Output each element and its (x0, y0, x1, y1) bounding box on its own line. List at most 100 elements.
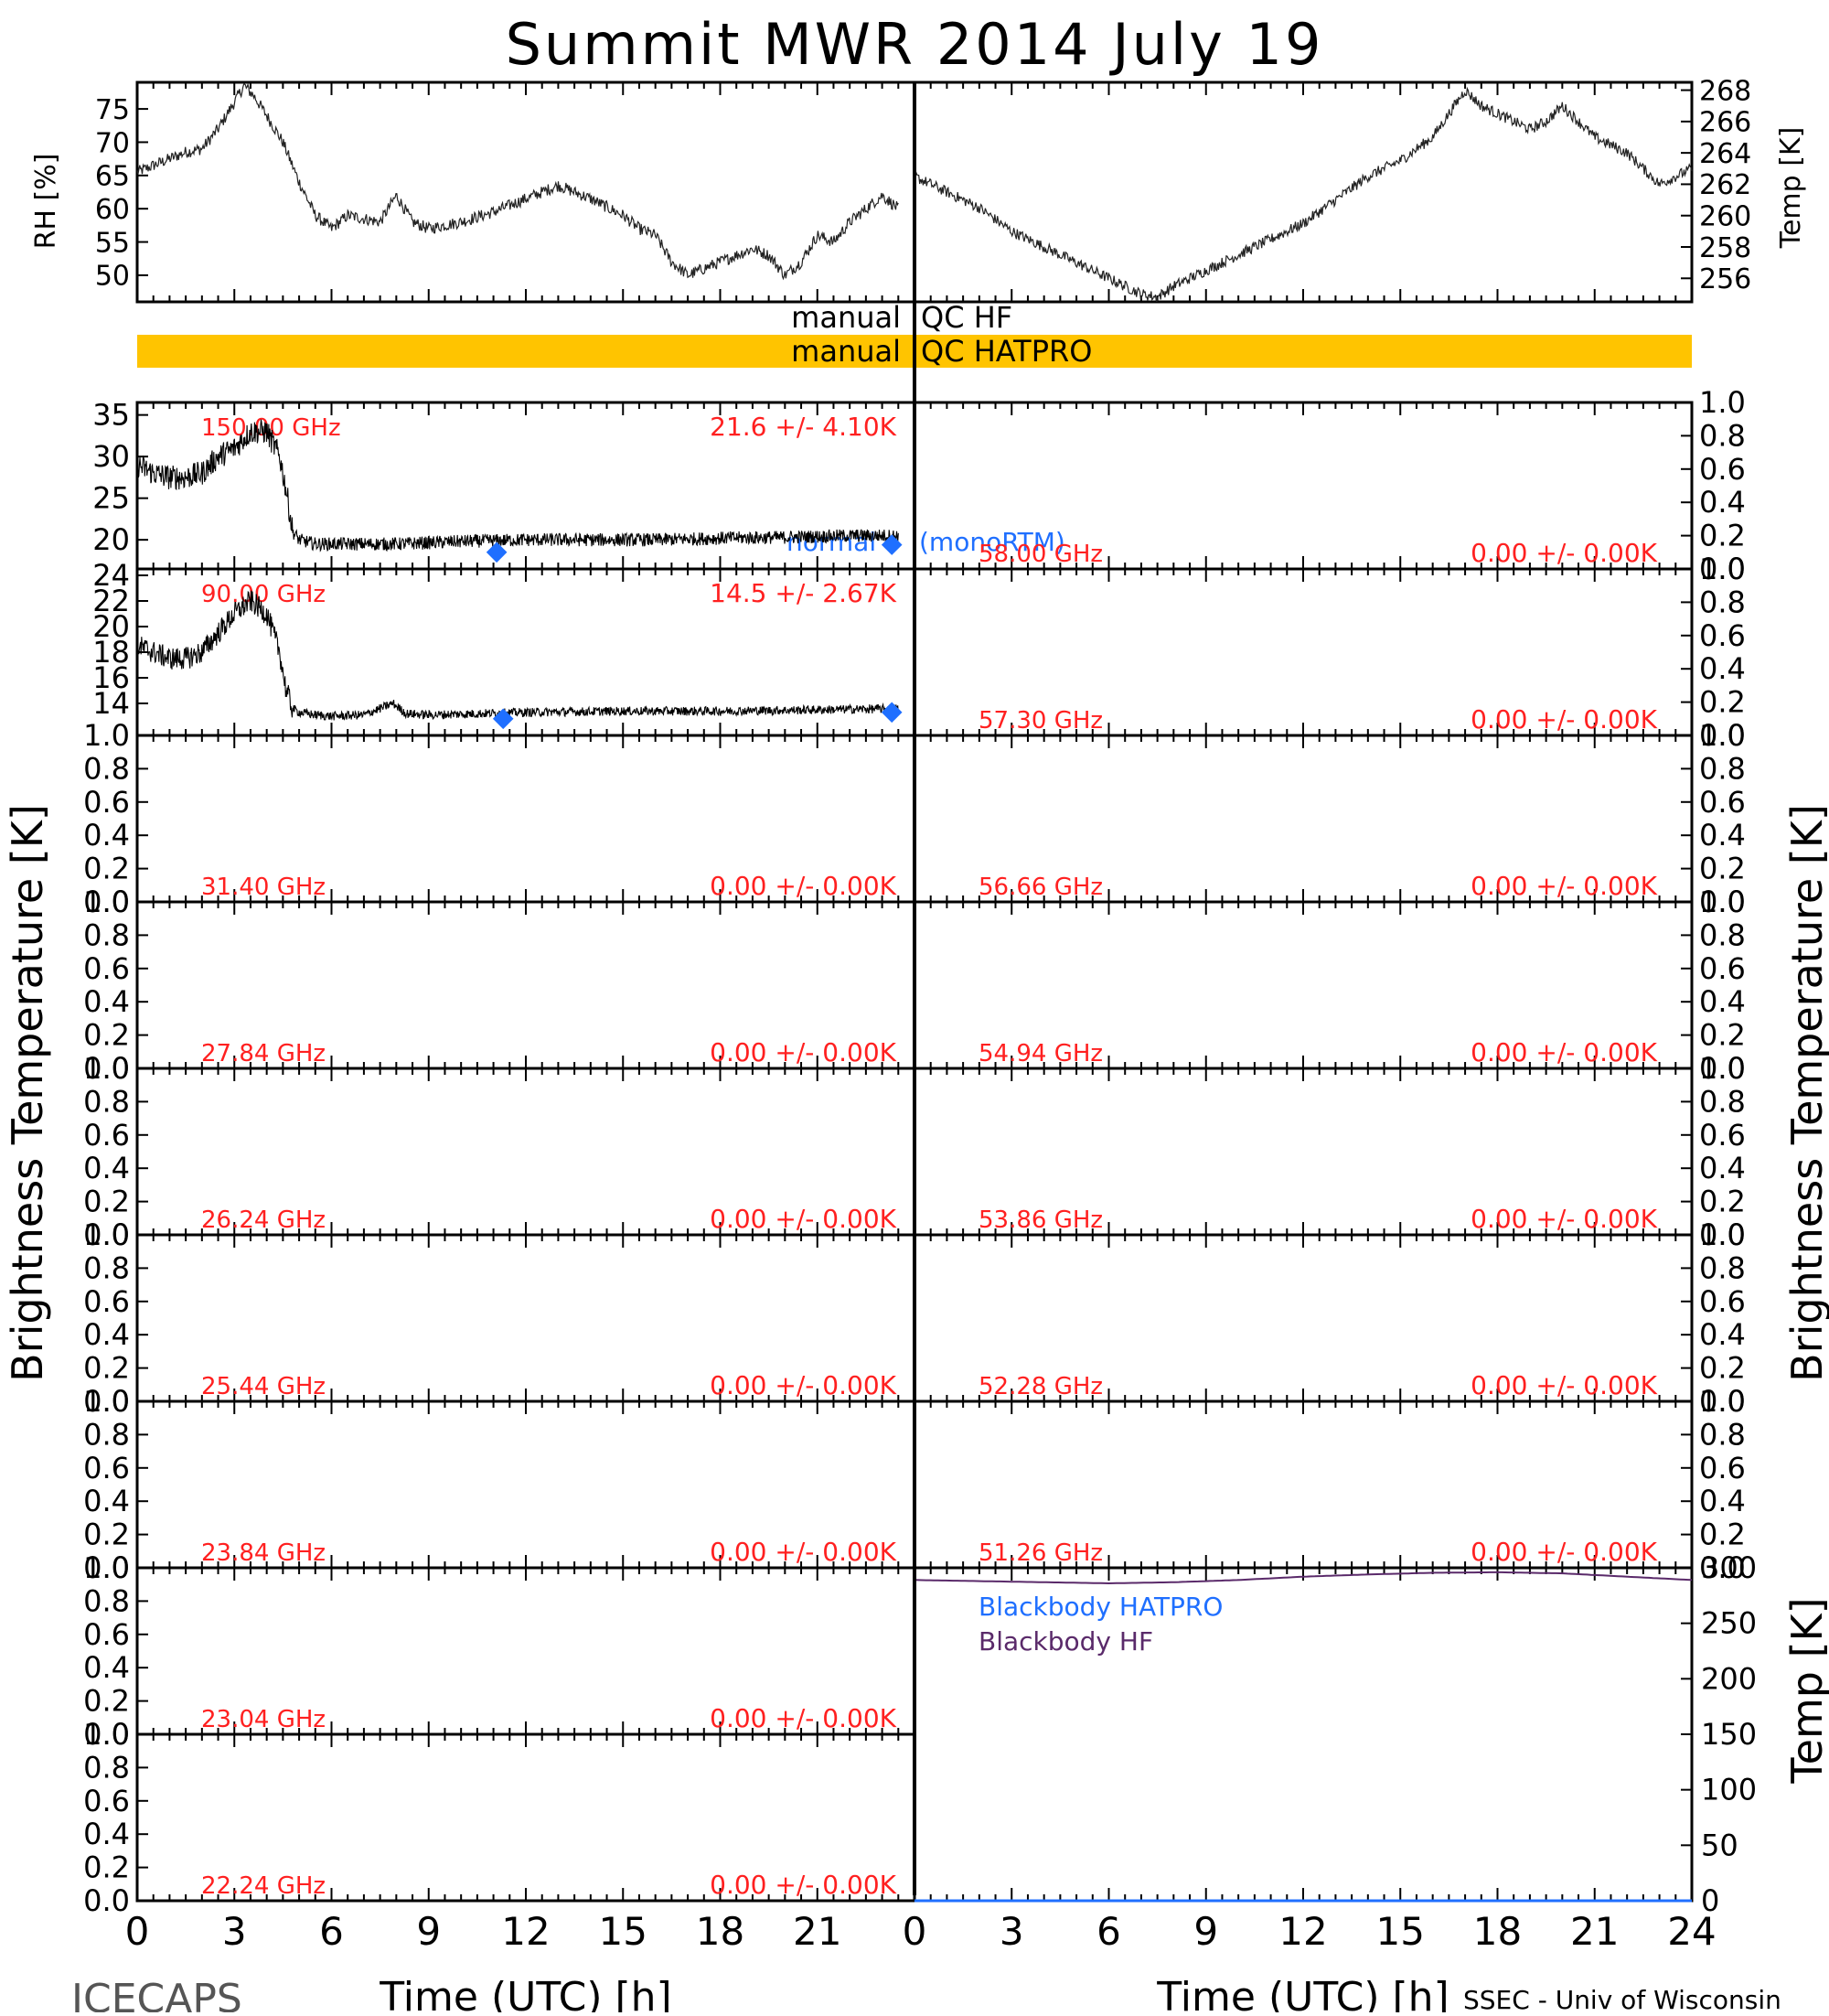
temp-line (914, 86, 1693, 303)
x-tick-label: 21 (1570, 1909, 1619, 1954)
channel-stats: 14.5 +/- 2.67K (710, 578, 896, 608)
footer-ssec: SSEC - Univ of Wisconsin (1463, 1985, 1781, 2012)
y-tick-label: 0.2 (83, 1185, 130, 1219)
monortm-point (486, 542, 508, 563)
x-tick-label: 6 (319, 1909, 344, 1954)
y-tick-label: 0.2 (83, 852, 130, 886)
y-tick-label: 1.0 (83, 1550, 130, 1585)
x-tick-label: 9 (1193, 1909, 1218, 1954)
y-tick-label: 0.0 (83, 1883, 130, 1918)
y-tick-label: 0.0 (1699, 885, 1746, 919)
y-tick-label: 35 (92, 398, 130, 433)
y-tick-label: 0.0 (83, 1051, 130, 1086)
y-tick-label: 0.2 (83, 1018, 130, 1053)
y-tick-label: 14 (92, 686, 130, 721)
y-tick-label: 0.4 (1699, 818, 1746, 853)
x-tick-label: 24 (1667, 1909, 1716, 1954)
y-tick-label: 0.0 (1699, 552, 1746, 586)
y-tick-label: 24 (92, 558, 130, 593)
x-tick-label: 15 (1376, 1909, 1425, 1954)
channel-label: 23.84 GHz (201, 1539, 326, 1567)
y-tick-label: 16 (92, 660, 130, 695)
temp-top-axis-label: Temp [K] (1775, 127, 1807, 250)
y-tick-label: 0.6 (83, 951, 130, 986)
y-tick-label: 0.6 (1699, 1284, 1746, 1319)
y-tick-label: 0.4 (1699, 651, 1746, 686)
y-tick-label: 0.4 (1699, 1151, 1746, 1185)
y-tick-label: 1.0 (1699, 718, 1746, 753)
y-tick-label: 0.6 (83, 1617, 130, 1652)
channel-label: 27.84 GHz (201, 1040, 326, 1067)
channel-stats: 0.00 +/- 0.00K (710, 1037, 896, 1067)
channel-stats: 0.00 +/- 0.00K (1471, 871, 1657, 901)
monortm-point (881, 702, 903, 724)
y-tick-label: 300 (1701, 1550, 1757, 1585)
y-tick-label: 0.6 (1699, 785, 1746, 820)
chart-title: Summit MWR 2014 July 19 (506, 11, 1324, 78)
y-tick-label: 0.0 (1699, 718, 1746, 753)
y-tick-label: 1.0 (83, 1384, 130, 1419)
y-tick-label: 0.8 (83, 1250, 130, 1285)
y-tick-label: 0.2 (1699, 1351, 1746, 1386)
y-tick-label: 55 (95, 227, 130, 259)
y-tick-label: 0.0 (1699, 1550, 1746, 1585)
y-tick-label: 0.6 (83, 1784, 130, 1818)
channel-stats: 0.00 +/- 0.00K (1471, 538, 1657, 568)
y-tick-label: 264 (1699, 138, 1751, 170)
y-tick-label: 0.2 (83, 1517, 130, 1552)
y-tick-label: 1.0 (1699, 1051, 1746, 1086)
y-tick-label: 0.2 (1699, 1185, 1746, 1219)
rh-line (136, 82, 899, 281)
channel-label: 90.00 GHz (201, 581, 326, 608)
y-tick-label: 0.4 (83, 1817, 130, 1851)
y-tick-label: 0.2 (83, 1684, 130, 1719)
y-tick-label: 0.0 (83, 1217, 130, 1252)
y-tick-label: 0.4 (83, 1317, 130, 1352)
channel-stats: 0.00 +/- 0.00K (710, 1870, 896, 1900)
y-tick-label: 1.0 (83, 718, 130, 753)
rh-axis-label: RH [%] (30, 154, 62, 250)
y-tick-label: 150 (1701, 1717, 1757, 1752)
y-tick-label: 22 (92, 584, 130, 618)
channel-stats: 0.00 +/- 0.00K (1471, 1537, 1657, 1567)
qc-hf-right-label: QC HF (921, 300, 1012, 335)
y-tick-label: 1.0 (83, 1717, 130, 1752)
y-tick-label: 60 (95, 194, 130, 226)
x-tick-label: 18 (1473, 1909, 1522, 1954)
y-tick-label: 0.4 (1699, 984, 1746, 1019)
temp-bb-axis-label: Temp [K] (1782, 1597, 1829, 1784)
y-tick-label: 0.0 (83, 885, 130, 919)
x-axis-label-left: Time (UTC) [h] (379, 1974, 671, 2012)
y-tick-label: 0.4 (1699, 1317, 1746, 1352)
y-tick-label: 0.8 (83, 1583, 130, 1618)
y-tick-label: 0.8 (1699, 751, 1746, 786)
channel-label: 31.40 GHz (201, 874, 326, 901)
qc-hatpro-left-label: manual (791, 334, 901, 369)
y-tick-label: 0.4 (1699, 485, 1746, 520)
monortm-point (881, 534, 903, 555)
y-tick-label: 65 (95, 161, 130, 193)
y-tick-label: 0 (1701, 1883, 1719, 1918)
channel-stats: 0.00 +/- 0.00K (710, 871, 896, 901)
x-tick-label: 12 (1278, 1909, 1327, 1954)
y-tick-label: 0.2 (83, 1850, 130, 1885)
x-tick-label: 0 (125, 1909, 150, 1954)
x-axis-label-right: Time (UTC) [h] (1156, 1974, 1449, 2012)
channel-stats: 0.00 +/- 0.00K (1471, 1037, 1657, 1067)
channel-stats: 0.00 +/- 0.00K (1471, 1204, 1657, 1234)
y-tick-label: 0.0 (1699, 1051, 1746, 1086)
x-tick-label: 6 (1096, 1909, 1121, 1954)
x-tick-label: 12 (501, 1909, 550, 1954)
y-tick-label: 0.8 (83, 1750, 130, 1785)
x-tick-label: 0 (903, 1909, 927, 1954)
y-tick-label: 1.0 (83, 885, 130, 919)
y-tick-label: 0.6 (1699, 1451, 1746, 1485)
y-tick-label: 0.8 (83, 751, 130, 786)
y-tick-label: 1.0 (1699, 385, 1746, 420)
channel-stats: 0.00 +/- 0.00K (710, 1537, 896, 1567)
y-tick-label: 1.0 (1699, 885, 1746, 919)
y-tick-label: 0.8 (83, 1417, 130, 1452)
y-tick-label: 0.8 (83, 1084, 130, 1119)
